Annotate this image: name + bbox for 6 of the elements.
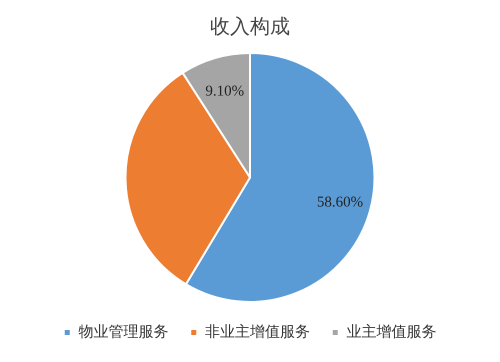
data-label: 58.60% [316, 194, 364, 210]
chart-title: 收入构成 [210, 14, 290, 38]
legend-label: 非业主增值服务 [204, 322, 310, 340]
legend-label: 物业管理服务 [78, 322, 168, 340]
data-label: 9.10% [205, 83, 244, 100]
legend-label: 业主增值服务 [346, 322, 436, 340]
